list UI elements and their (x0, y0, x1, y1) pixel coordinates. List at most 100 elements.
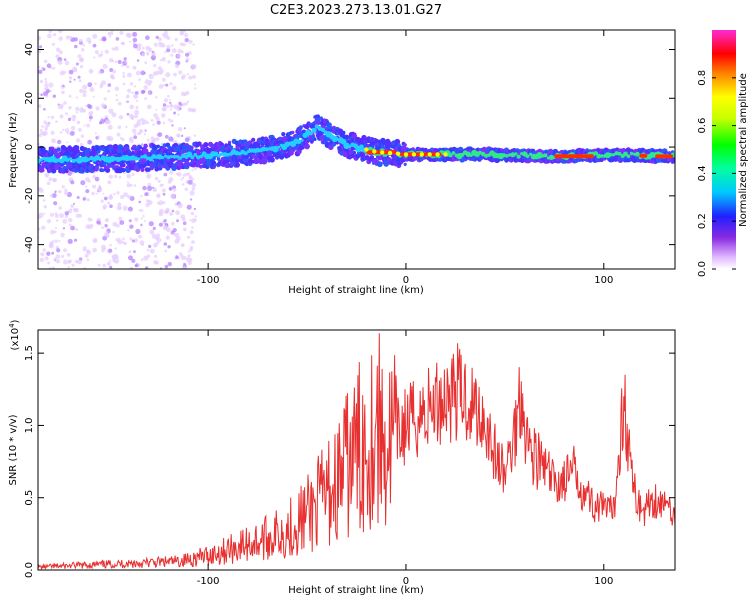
heatmap-noise-blob (142, 185, 147, 191)
heatmap-noise-blob (116, 191, 120, 195)
heatmap-noise-blob (169, 101, 172, 104)
heatmap-noise-blob (176, 133, 180, 138)
heatmap-noise-blob (141, 121, 145, 126)
heatmap-highlight-blob (387, 150, 393, 156)
heatmap-band-blob (313, 137, 317, 141)
heatmap-noise-blob (142, 214, 145, 218)
heatmap-noise-blob (39, 257, 45, 263)
heatmap-noise-blob (50, 212, 55, 217)
heatmap-band-blob (234, 162, 240, 168)
heatmap-noise-blob (167, 261, 172, 267)
heatmap-core-blob (593, 151, 599, 156)
heatmap-noise-blob (129, 104, 135, 110)
heatmap-noise-blob (109, 195, 113, 199)
heatmap-core-blob (623, 151, 628, 157)
heatmap-band-blob (139, 146, 143, 150)
heatmap-noise-blob (127, 181, 129, 184)
heatmap-noise-blob (86, 258, 90, 262)
heatmap-noise-blob (145, 35, 150, 40)
chart-title: C2E3.2023.273.13.01.G27 (270, 3, 442, 18)
heatmap-band-blob (244, 162, 249, 167)
heatmap-noise-blob (46, 251, 51, 256)
heatmap-noise-blob (165, 83, 169, 87)
heatmap-noise-blob (67, 217, 73, 223)
heatmap-noise-blob (149, 229, 155, 235)
heatmap-band-blob (142, 148, 149, 154)
heatmap-noise-blob (131, 128, 137, 134)
heatmap-band-blob (352, 151, 357, 155)
heatmap-y-tick-label: -40 (24, 236, 35, 252)
heatmap-noise-blob (137, 132, 141, 136)
heatmap-band-blob (270, 155, 274, 159)
heatmap-noise-blob (168, 136, 174, 142)
heatmap-noise-blob (50, 130, 55, 135)
heatmap-noise-blob (165, 207, 170, 212)
heatmap-core-blob (137, 157, 141, 161)
heatmap-noise-blob (179, 31, 184, 36)
heatmap-highlight-blob (435, 152, 440, 157)
colorbar-tick-label: 0.2 (697, 213, 708, 229)
heatmap-noise-blob (184, 37, 189, 43)
heatmap-noise-blob (117, 125, 122, 129)
heatmap-noise-blob (162, 121, 166, 125)
heatmap-noise-blob (140, 223, 143, 227)
heatmap-noise-blob (167, 60, 171, 64)
heatmap-noise-blob (138, 209, 142, 212)
heatmap-noise-blob (172, 188, 177, 192)
heatmap-noise-blob (158, 222, 163, 227)
heatmap-noise-blob (134, 114, 139, 119)
colorbar-gradient (712, 30, 736, 269)
heatmap-noise-blob (131, 258, 136, 263)
heatmap-noise-blob (143, 255, 149, 261)
heatmap-core-blob (142, 154, 147, 159)
heatmap-noise-blob (89, 119, 92, 122)
heatmap-noise-blob (184, 187, 188, 191)
heatmap-noise-blob (157, 132, 163, 138)
heatmap-noise-blob (43, 59, 48, 64)
heatmap-noise-blob (62, 70, 66, 75)
heatmap-band-blob (394, 138, 401, 145)
colorbar-tick-label: 0.6 (697, 118, 708, 134)
heatmap-noise-blob (102, 63, 108, 69)
heatmap-noise-blob (169, 170, 174, 175)
heatmap-noise-blob (117, 239, 123, 245)
heatmap-noise-blob (88, 115, 93, 120)
heatmap-band-blob (297, 129, 301, 133)
heatmap-noise-blob (104, 232, 110, 238)
heatmap-noise-blob (188, 75, 193, 80)
heatmap-noise-blob (192, 43, 195, 46)
heatmap-band-blob (254, 159, 258, 163)
heatmap-noise-blob (53, 178, 57, 183)
heatmap-noise-blob (96, 135, 100, 139)
colorbar-tick-label: 0.8 (697, 70, 708, 86)
heatmap-noise-blob (153, 137, 157, 141)
heatmap-noise-blob (163, 172, 168, 177)
heatmap-band-blob (150, 166, 154, 171)
heatmap-noise-blob (58, 239, 61, 243)
heatmap-noise-blob (169, 82, 173, 86)
heatmap-noise-blob (131, 172, 135, 176)
heatmap-noise-blob (98, 70, 102, 75)
heatmap-noise-blob (58, 50, 63, 55)
heatmap-noise-blob (111, 76, 116, 80)
heatmap-noise-blob (155, 116, 160, 121)
heatmap-core-blob (465, 151, 471, 157)
snr-y-scale: (x104) (8, 319, 21, 350)
heatmap-core-blob (261, 146, 266, 152)
heatmap-noise-blob (104, 224, 108, 228)
heatmap-band-blob (152, 144, 158, 151)
heatmap-noise-blob (38, 212, 44, 218)
heatmap-noise-blob (152, 226, 156, 230)
heatmap-noise-blob (51, 251, 54, 255)
heatmap-noise-blob (186, 235, 190, 239)
heatmap-noise-blob (150, 55, 156, 61)
heatmap-noise-blob (82, 197, 86, 201)
heatmap-noise-blob (88, 68, 94, 74)
heatmap-noise-blob (44, 256, 49, 261)
heatmap-noise-blob (144, 129, 147, 132)
heatmap-core-blob (543, 153, 548, 158)
heatmap-noise-blob (43, 108, 46, 111)
heatmap-core-blob (629, 151, 634, 156)
heatmap-band-blob (64, 168, 69, 174)
heatmap-noise-blob (137, 263, 141, 267)
